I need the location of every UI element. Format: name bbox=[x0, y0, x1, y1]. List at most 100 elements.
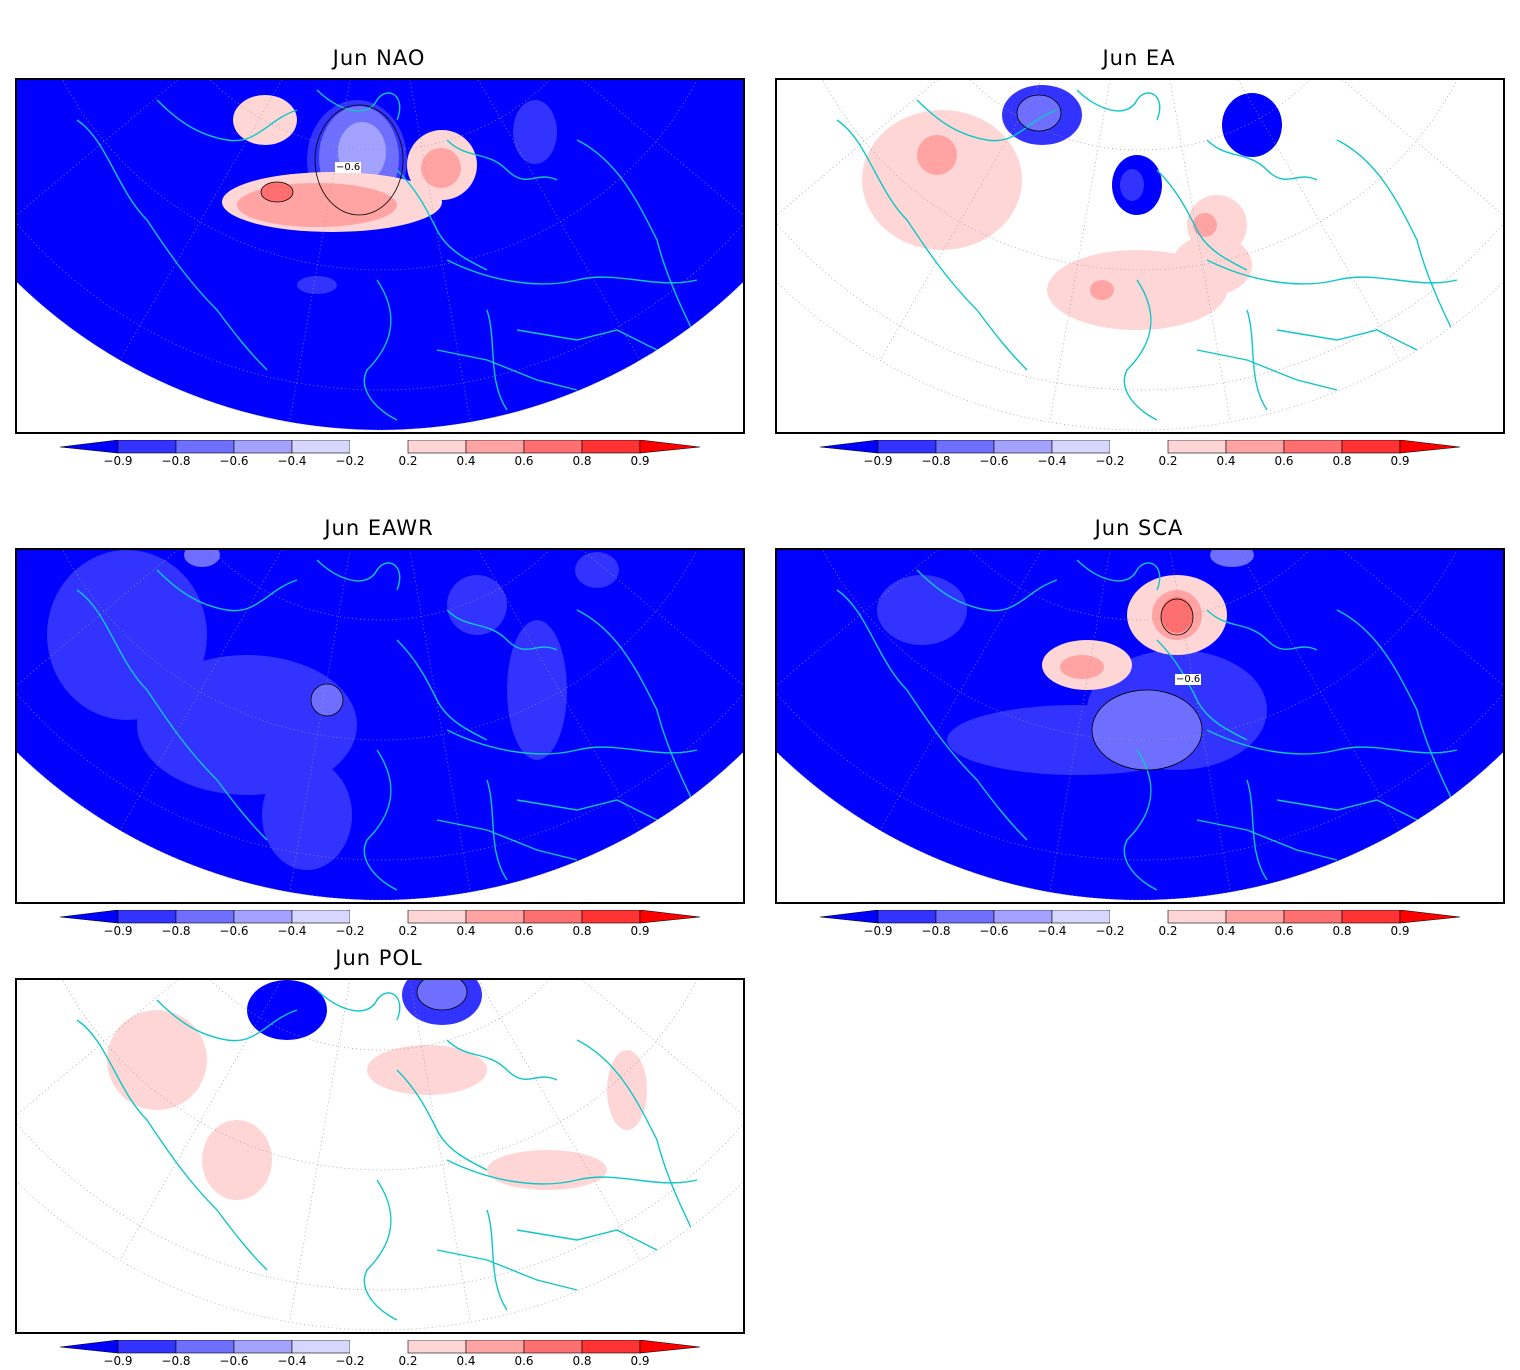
correlation-map bbox=[17, 980, 743, 1331]
anomaly-region bbox=[261, 182, 293, 202]
panel-title: Jun EAWR bbox=[324, 516, 434, 540]
colorbar-swatch bbox=[60, 910, 119, 924]
colorbar-tick-label: 0.4 bbox=[456, 1354, 476, 1368]
colorbar-tick-label: 0.9 bbox=[1390, 454, 1410, 468]
colorbar-swatch bbox=[877, 440, 937, 454]
coastline bbox=[76, 119, 268, 371]
colorbar-swatch bbox=[407, 1340, 467, 1354]
coastline bbox=[486, 1209, 508, 1311]
coastline bbox=[363, 279, 398, 421]
colorbar-tick-label: 0.4 bbox=[456, 924, 476, 938]
meridian-line bbox=[289, 980, 381, 1323]
colorbar-graphic bbox=[820, 440, 1461, 454]
anomaly-region bbox=[1092, 690, 1202, 770]
anomaly-region bbox=[311, 684, 343, 716]
colorbar-swatch bbox=[233, 910, 293, 924]
contour-label: −0.6 bbox=[1175, 674, 1202, 685]
colorbar-tick-label: −0.6 bbox=[219, 924, 249, 938]
coastline bbox=[396, 169, 488, 271]
coastline bbox=[916, 99, 1058, 142]
colorbar-tick-label: −0.9 bbox=[103, 454, 133, 468]
meridian-line bbox=[379, 550, 471, 893]
meridian-line bbox=[379, 980, 641, 1261]
colorbar-tick-label: −0.9 bbox=[863, 924, 893, 938]
colorbar-swatch bbox=[117, 1340, 177, 1354]
colorbar-tick-label: 0.2 bbox=[398, 454, 418, 468]
meridian-line bbox=[1139, 80, 1231, 423]
colorbar-tick-label: 0.9 bbox=[1390, 924, 1410, 938]
projection-edge bbox=[777, 751, 1503, 901]
meridian-line bbox=[1139, 550, 1401, 831]
anomaly-region bbox=[1222, 93, 1282, 157]
anomaly-region bbox=[687, 125, 743, 235]
colorbar-swatch bbox=[175, 440, 235, 454]
coastline bbox=[316, 989, 401, 1021]
map-frame bbox=[775, 78, 1505, 434]
colorbar-swatch bbox=[175, 1340, 235, 1354]
latitude-line bbox=[899, 550, 1381, 621]
anomaly-region bbox=[1090, 280, 1114, 300]
panel-title: Jun POL bbox=[335, 946, 423, 970]
colorbar-swatch bbox=[1225, 440, 1285, 454]
coastline bbox=[436, 349, 578, 391]
colorbar-tick-label: 0.9 bbox=[630, 454, 650, 468]
colorbar-tick-label: 0.2 bbox=[398, 924, 418, 938]
colorbar-tick-label: 0.4 bbox=[1216, 924, 1236, 938]
colorbar-swatch bbox=[233, 440, 293, 454]
colorbar-tick-label: −0.2 bbox=[335, 924, 365, 938]
latitude-line bbox=[139, 550, 621, 621]
coastline bbox=[76, 1019, 268, 1271]
colorbar-tick-label: −0.4 bbox=[277, 454, 307, 468]
colorbar-graphic bbox=[60, 1340, 701, 1354]
anomaly-region bbox=[137, 655, 357, 795]
coastline bbox=[436, 819, 578, 861]
colorbar-swatch bbox=[1051, 440, 1111, 454]
colorbar-tick-label: 0.2 bbox=[1158, 924, 1178, 938]
colorbar-tick-label: 0.4 bbox=[1216, 454, 1236, 468]
coastline bbox=[436, 1249, 578, 1291]
anomaly-region bbox=[1060, 655, 1104, 679]
colorbar-tick-label: −0.8 bbox=[921, 924, 951, 938]
colorbar-swatch bbox=[350, 910, 408, 923]
colorbar-swatch bbox=[581, 440, 641, 454]
coastline bbox=[1123, 279, 1158, 421]
colorbar-tick-label: 0.6 bbox=[514, 924, 534, 938]
map-frame: −0.6 bbox=[15, 78, 745, 434]
colorbar-swatch bbox=[465, 910, 525, 924]
projection-edge bbox=[17, 751, 743, 901]
coastline bbox=[1246, 779, 1268, 881]
colorbar-tick-label: 0.8 bbox=[1332, 454, 1352, 468]
anomaly-region bbox=[877, 575, 967, 645]
colorbar-swatch bbox=[465, 440, 525, 454]
anomaly-region bbox=[297, 276, 337, 294]
latitude-line bbox=[139, 80, 621, 151]
colorbar-swatch bbox=[1399, 440, 1461, 454]
colorbar-tick-label: −0.2 bbox=[335, 1354, 365, 1368]
coastline bbox=[446, 1159, 698, 1185]
colorbar-graphic bbox=[820, 910, 1461, 924]
colorbar-swatch bbox=[935, 910, 995, 924]
colorbar-swatch bbox=[350, 440, 408, 453]
coastline bbox=[446, 1039, 558, 1081]
colorbar-swatch bbox=[581, 910, 641, 924]
colorbar-swatch bbox=[1283, 910, 1343, 924]
colorbar-swatch bbox=[117, 440, 177, 454]
colorbar-tick-label: −0.8 bbox=[921, 454, 951, 468]
coastline bbox=[156, 569, 298, 612]
coastline bbox=[1276, 329, 1418, 351]
coastline bbox=[446, 259, 698, 285]
panel-title: Jun EA bbox=[1102, 46, 1176, 70]
colorbar-tick-label: −0.2 bbox=[335, 454, 365, 468]
anomaly-region bbox=[262, 760, 352, 870]
coastline bbox=[76, 589, 268, 841]
colorbar-tick-label: −0.8 bbox=[161, 924, 191, 938]
colorbar: −0.9 −0.8 −0.6 −0.4 −0.2 0.2 0.4 0.6 0.8 0.9 bbox=[820, 910, 1480, 938]
coastline bbox=[1206, 259, 1458, 285]
meridian-line bbox=[1049, 80, 1141, 423]
projection-edge bbox=[17, 1181, 743, 1331]
colorbar-swatch bbox=[639, 440, 701, 454]
colorbar-tick-label: −0.4 bbox=[277, 1354, 307, 1368]
coastline bbox=[446, 729, 698, 755]
coastline bbox=[1123, 749, 1158, 891]
meridian-line bbox=[879, 80, 1141, 361]
